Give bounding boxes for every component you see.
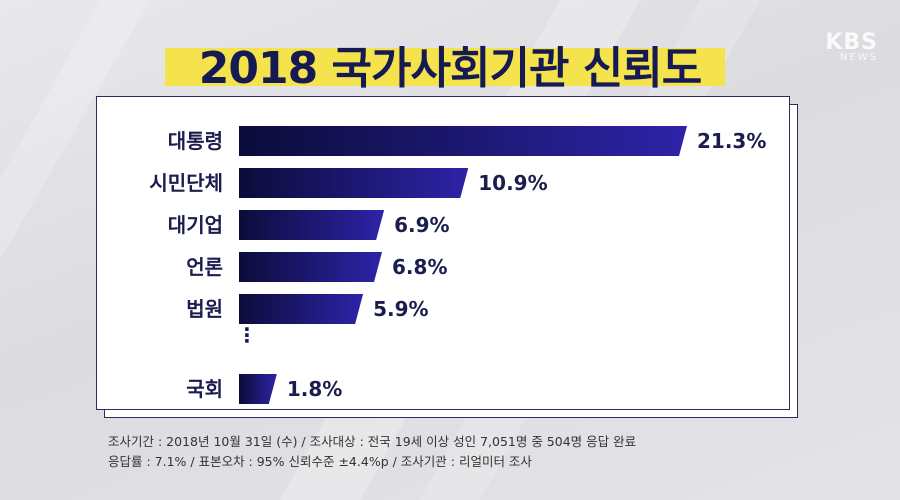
bar-row: 법원 5.9%	[186, 294, 429, 324]
bar-row: 언론 6.8%	[186, 252, 447, 282]
footnote-line-1: 조사기간 : 2018년 10월 31일 (수) / 조사대상 : 전국 19세…	[108, 434, 637, 449]
value-label: 5.9%	[373, 297, 428, 321]
category-label: 대기업	[168, 213, 223, 237]
bar-row: 시민단체 10.9%	[149, 168, 548, 198]
category-label: 대통령	[168, 129, 223, 153]
category-label: 법원	[186, 297, 223, 321]
bar-row: 국회 1.8%	[186, 374, 342, 404]
footnote-line-2: 응답률 : 7.1% / 표본오차 : 95% 신뢰수준 ±4.4%p / 조사…	[108, 454, 532, 469]
bar	[239, 210, 385, 240]
watermark-sub: NEWS	[839, 52, 878, 63]
value-label: 10.9%	[478, 171, 547, 195]
chart-title: 2018 국가사회기관 신뢰도	[198, 43, 702, 94]
value-label: 6.8%	[392, 255, 447, 279]
bar	[239, 294, 364, 324]
category-label: 시민단체	[149, 171, 223, 195]
bar-row: 대통령 21.3%	[168, 126, 766, 156]
bar	[239, 374, 277, 404]
bar-chart: 대통령 21.3% 시민단체 10.9% 대기업 6.9% 언론 6.8% 법원 5.9% 국회 1.…	[149, 126, 766, 404]
bar	[239, 126, 687, 156]
value-label: 6.9%	[394, 213, 449, 237]
value-label: 21.3%	[697, 129, 766, 153]
bar-row: 대기업 6.9%	[168, 210, 450, 240]
bar	[239, 252, 383, 282]
title-highlight	[165, 48, 725, 86]
broadcaster-watermark: KBS NEWS	[825, 30, 878, 63]
category-label: 언론	[186, 255, 223, 279]
gap-marker: ⋮	[237, 323, 257, 347]
title-block: 2018 국가사회기관 신뢰도	[0, 28, 900, 98]
bar	[239, 168, 469, 198]
category-label: 국회	[186, 377, 223, 401]
value-label: 1.8%	[287, 377, 342, 401]
watermark-logo: KBS	[825, 30, 878, 55]
survey-footnote: 조사기간 : 2018년 10월 31일 (수) / 조사대상 : 전국 19세…	[108, 432, 636, 472]
